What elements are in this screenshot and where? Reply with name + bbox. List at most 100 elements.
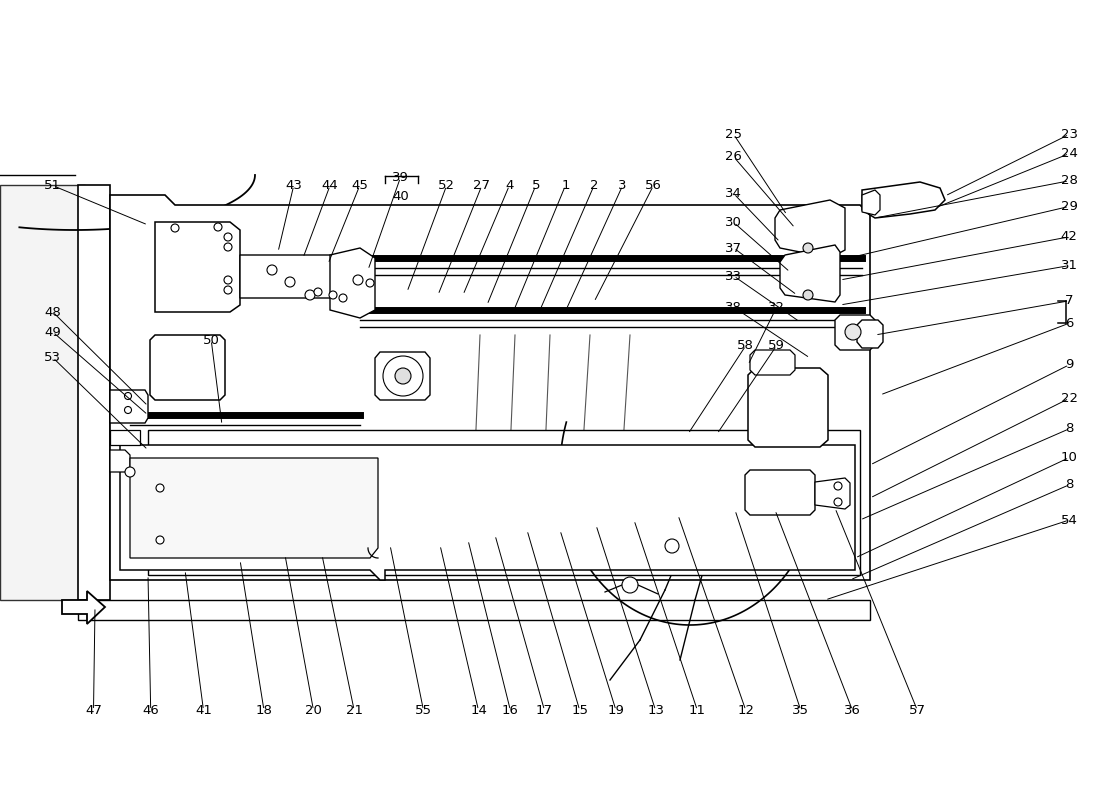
Circle shape xyxy=(666,539,679,553)
Circle shape xyxy=(803,290,813,300)
Text: 7: 7 xyxy=(1065,294,1074,307)
Polygon shape xyxy=(862,182,945,218)
Polygon shape xyxy=(155,222,240,312)
Text: 43: 43 xyxy=(285,179,303,192)
Text: 14: 14 xyxy=(470,704,487,717)
Text: 15: 15 xyxy=(571,704,588,717)
Text: 24: 24 xyxy=(1060,147,1078,160)
Text: 33: 33 xyxy=(725,270,742,282)
Text: eurospares: eurospares xyxy=(90,202,284,230)
Text: 2: 2 xyxy=(590,179,598,192)
Text: 39: 39 xyxy=(392,171,409,184)
Circle shape xyxy=(834,498,842,506)
Text: eurospares: eurospares xyxy=(90,422,284,450)
Text: 9: 9 xyxy=(1065,358,1074,371)
Text: 26: 26 xyxy=(725,150,742,163)
Circle shape xyxy=(305,290,315,300)
Circle shape xyxy=(395,368,411,384)
Text: 27: 27 xyxy=(473,179,491,192)
Circle shape xyxy=(156,536,164,544)
Circle shape xyxy=(314,288,322,296)
Polygon shape xyxy=(857,320,883,348)
Text: 59: 59 xyxy=(768,339,785,352)
Polygon shape xyxy=(776,200,845,258)
Polygon shape xyxy=(0,185,85,600)
Text: 32: 32 xyxy=(768,301,785,314)
Text: 48: 48 xyxy=(44,306,62,318)
Text: 57: 57 xyxy=(909,704,926,717)
Text: 51: 51 xyxy=(44,179,62,192)
Text: 22: 22 xyxy=(1060,392,1078,405)
Text: 46: 46 xyxy=(142,704,160,717)
Circle shape xyxy=(329,291,337,299)
Polygon shape xyxy=(375,352,430,400)
Circle shape xyxy=(267,265,277,275)
Text: eurospares: eurospares xyxy=(563,202,757,230)
Text: 17: 17 xyxy=(536,704,553,717)
Text: 21: 21 xyxy=(345,704,363,717)
Text: 34: 34 xyxy=(725,187,742,200)
Polygon shape xyxy=(780,245,840,302)
Polygon shape xyxy=(110,390,148,423)
Text: 40: 40 xyxy=(392,190,409,202)
Text: 12: 12 xyxy=(737,704,755,717)
Circle shape xyxy=(124,406,132,414)
Text: 29: 29 xyxy=(1060,200,1078,213)
Polygon shape xyxy=(110,195,870,580)
Text: 19: 19 xyxy=(607,704,625,717)
Text: 1: 1 xyxy=(561,179,570,192)
Text: 6: 6 xyxy=(1065,317,1074,330)
Text: 5: 5 xyxy=(531,179,540,192)
Text: 49: 49 xyxy=(44,326,62,338)
Polygon shape xyxy=(748,368,828,447)
Polygon shape xyxy=(750,350,795,375)
Polygon shape xyxy=(815,478,850,509)
Text: 42: 42 xyxy=(1060,230,1078,243)
Polygon shape xyxy=(150,335,226,400)
Circle shape xyxy=(339,294,346,302)
Text: 16: 16 xyxy=(502,704,519,717)
Circle shape xyxy=(224,243,232,251)
Text: 11: 11 xyxy=(689,704,706,717)
Text: 56: 56 xyxy=(645,179,662,192)
Polygon shape xyxy=(330,248,375,318)
Circle shape xyxy=(353,275,363,285)
Circle shape xyxy=(621,577,638,593)
Text: 53: 53 xyxy=(44,351,62,364)
Text: 35: 35 xyxy=(792,704,810,717)
Text: 8: 8 xyxy=(1065,478,1074,491)
Text: 47: 47 xyxy=(85,704,102,717)
Text: 31: 31 xyxy=(1060,259,1078,272)
Text: 41: 41 xyxy=(195,704,212,717)
Polygon shape xyxy=(240,255,345,298)
Circle shape xyxy=(366,279,374,287)
Text: 44: 44 xyxy=(321,179,339,192)
Circle shape xyxy=(170,224,179,232)
Polygon shape xyxy=(148,430,860,575)
Text: eurospares: eurospares xyxy=(563,422,757,450)
Circle shape xyxy=(224,233,232,241)
Text: 54: 54 xyxy=(1060,514,1078,526)
Polygon shape xyxy=(862,190,880,215)
Text: 25: 25 xyxy=(725,128,742,141)
Polygon shape xyxy=(110,430,140,445)
Circle shape xyxy=(285,277,295,287)
Text: 45: 45 xyxy=(351,179,369,192)
Text: 36: 36 xyxy=(844,704,861,717)
Circle shape xyxy=(834,482,842,490)
Text: 55: 55 xyxy=(415,704,432,717)
Text: 4: 4 xyxy=(505,179,514,192)
Polygon shape xyxy=(78,185,110,600)
Circle shape xyxy=(224,276,232,284)
Text: 10: 10 xyxy=(1060,451,1078,464)
Text: 30: 30 xyxy=(725,216,742,229)
Circle shape xyxy=(124,393,132,399)
Text: 37: 37 xyxy=(725,242,742,254)
Text: 13: 13 xyxy=(647,704,664,717)
Circle shape xyxy=(214,223,222,231)
Polygon shape xyxy=(745,470,815,515)
Text: 58: 58 xyxy=(737,339,755,352)
Circle shape xyxy=(803,243,813,253)
Circle shape xyxy=(224,286,232,294)
Circle shape xyxy=(125,467,135,477)
